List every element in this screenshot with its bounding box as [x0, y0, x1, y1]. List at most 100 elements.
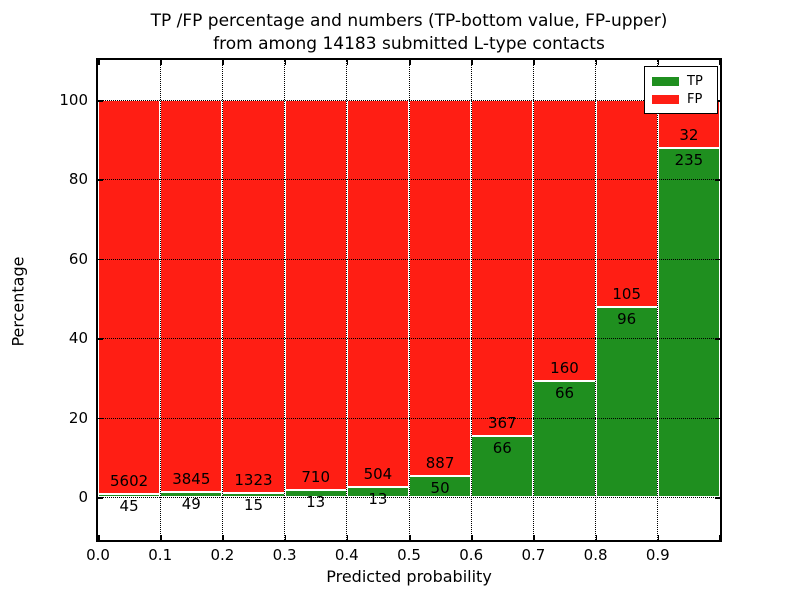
y-tick-label: 40 [68, 329, 88, 348]
chart-title-line1: TP /FP percentage and numbers (TP-bottom… [150, 11, 668, 31]
bar-segment-fp [471, 100, 534, 437]
bar-label-fp-count: 160 [550, 359, 579, 378]
bar-label-tp-count: 235 [674, 150, 704, 169]
x-tick-mark [533, 535, 535, 540]
x-tick-mark [718, 60, 720, 65]
y-tick-mark [98, 258, 103, 261]
y-tick-label: 60 [68, 249, 88, 268]
gridline-horizontal [98, 179, 720, 181]
x-tick-mark [657, 535, 660, 540]
bar-segment-tp [222, 492, 285, 497]
bar-label-fp-count: 105 [612, 285, 641, 304]
gridline-vertical [532, 60, 534, 540]
bar-segment-fp [284, 100, 347, 490]
x-tick-mark [160, 535, 162, 540]
bar-segment-tp [284, 489, 347, 497]
y-tick-label: 80 [68, 170, 88, 189]
x-axis-title: Predicted probability [326, 567, 492, 586]
bar-segment-tp [595, 307, 658, 497]
x-tick-label: 0.4 [334, 546, 359, 564]
x-tick-label: 0.5 [397, 546, 421, 564]
y-tick-label: 100 [59, 91, 88, 109]
gridline-vertical [346, 60, 348, 540]
plot-area: 5602 45 3845 49 1323 15 710 13 504 13 887 50 367 66 16… [98, 60, 720, 540]
bar-label-fp-count: 32 [679, 125, 699, 144]
x-tick-label: 0.2 [210, 546, 235, 564]
bar-label-tp-count: 13 [306, 492, 326, 511]
x-tick-label: 0.8 [583, 546, 608, 564]
x-tick-mark [284, 60, 287, 65]
x-tick-mark [471, 60, 473, 65]
x-tick-label: 0.0 [86, 546, 110, 564]
y-tick-mark [98, 338, 103, 340]
tp-color-swatch [652, 76, 679, 86]
x-tick-mark [595, 535, 598, 540]
bar-segment-tp [471, 436, 534, 497]
gridline-horizontal [98, 338, 720, 340]
y-tick-label: 20 [68, 408, 88, 427]
x-tick-label: 0.6 [459, 546, 484, 564]
gridline-vertical [595, 60, 597, 540]
bar-segment-tp [657, 147, 720, 497]
legend-item-fp: FP [652, 90, 710, 108]
y-tick-mark [98, 179, 103, 181]
bar-label-tp-count: 50 [430, 478, 450, 497]
chart-title-line2: from among 14183 submitted L-type contac… [213, 34, 605, 54]
legend-label-tp: TP [687, 73, 703, 89]
gridline-vertical [284, 60, 286, 540]
bar-label-fp-count: 3845 [172, 470, 211, 488]
bar-label-tp-count: 66 [492, 439, 512, 458]
bar-label-tp-count: 96 [617, 310, 637, 329]
y-tick-mark [715, 179, 720, 181]
x-tick-label: 0.3 [272, 546, 297, 564]
bar-label-fp-count: 1323 [234, 470, 273, 489]
y-tick-mark [715, 497, 720, 499]
bar-segment-fp [346, 100, 409, 488]
bar-segment-fp [98, 100, 161, 494]
y-tick-mark [715, 258, 720, 261]
y-tick-mark [98, 417, 103, 420]
bar-segment-tp [98, 493, 161, 497]
bar-label-fp-count: 710 [301, 467, 330, 486]
chart-title: TP /FP percentage and numbers (TP-bottom… [98, 10, 720, 56]
bar-label-fp-count: 367 [487, 414, 517, 433]
x-tick-label: 0.7 [521, 546, 546, 564]
x-tick-mark [284, 535, 287, 540]
bar-label-tp-count: 49 [181, 495, 201, 513]
x-tick-label: 0.1 [148, 546, 173, 564]
x-tick-mark [222, 535, 224, 540]
bar-label-tp-count: 13 [368, 490, 388, 509]
x-tick-mark [533, 60, 535, 65]
bar-label-fp-count: 504 [363, 465, 393, 484]
y-tick-label: 0 [78, 488, 88, 506]
x-tick-mark [409, 535, 411, 540]
x-tick-mark [595, 60, 598, 65]
bar-label-fp-count: 5602 [110, 471, 149, 490]
x-tick-mark [222, 60, 224, 65]
fp-color-swatch [652, 94, 679, 104]
y-tick-mark [715, 338, 720, 340]
bar-segment-fp [595, 100, 658, 308]
x-tick-mark [409, 60, 411, 65]
x-tick-label: 0.9 [645, 546, 670, 564]
y-tick-mark [715, 417, 720, 420]
bar-segment-tp [346, 487, 409, 497]
bar-label-tp-count: 15 [243, 495, 264, 514]
bar-segment-fp [222, 100, 285, 493]
x-tick-mark [471, 535, 473, 540]
gridline-vertical [657, 60, 659, 540]
legend-item-tp: TP [652, 72, 710, 90]
gridline-vertical [408, 60, 410, 540]
legend-label-fp: FP [687, 91, 703, 107]
bar-label-tp-count: 45 [119, 496, 139, 515]
bar-segment-fp [533, 100, 596, 382]
x-tick-mark [346, 60, 349, 65]
x-tick-mark [657, 60, 660, 65]
x-tick-mark [98, 60, 100, 65]
bar-label-fp-count: 887 [425, 453, 455, 472]
bar-segment-tp [160, 492, 223, 497]
x-tick-mark [718, 535, 720, 540]
y-tick-mark [98, 100, 103, 102]
gridline-horizontal [98, 258, 720, 260]
